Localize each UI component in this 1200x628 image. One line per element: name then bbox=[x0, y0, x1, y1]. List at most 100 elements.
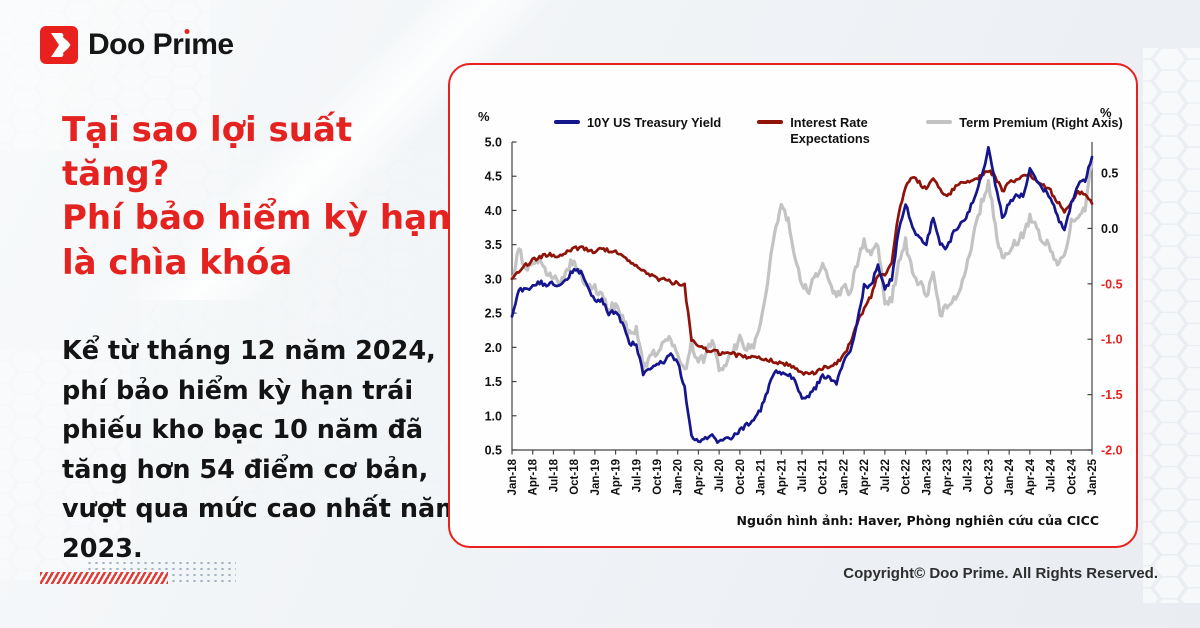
hexagon-shape bbox=[143, 77, 174, 99]
hexagon-shape bbox=[1154, 335, 1185, 356]
right-tick-label: -0.5 bbox=[1101, 277, 1123, 291]
hexagon-shape bbox=[1154, 180, 1185, 202]
hexagon-shape bbox=[1180, 258, 1200, 279]
x-tick-label: Jan-18 bbox=[507, 458, 519, 495]
hexagon-shape bbox=[11, 350, 42, 372]
hexagon-shape bbox=[1180, 500, 1200, 521]
hexagon-shape bbox=[64, 0, 94, 22]
hexagon-shape bbox=[388, 293, 419, 315]
hexagon-shape bbox=[0, 350, 15, 361]
hexagon-shape bbox=[1180, 324, 1200, 345]
legend-label: 10Y US Treasury Yield bbox=[587, 115, 722, 130]
hexagon-shape bbox=[151, 305, 182, 326]
legend-swatch-rate-expectations bbox=[757, 120, 784, 124]
hexagon-shape bbox=[1154, 423, 1185, 444]
hexagon-shape bbox=[1159, 599, 1180, 603]
treasury-yield-chart: 5.0 4.5 4.0 3.5 3.0 2.5 2.0 1.5 1.0 0.5 0.5 0.0 -0.5… bbox=[485, 136, 1123, 496]
hexagon-shape bbox=[11, 110, 42, 132]
hexagon-shape bbox=[1180, 522, 1200, 543]
x-tick-label: Oct-19 bbox=[652, 459, 664, 495]
hexagon-shape bbox=[11, 416, 42, 438]
x-tick-label: Oct-21 bbox=[818, 458, 830, 494]
x-tick-label: Jan-23 bbox=[921, 459, 933, 495]
hexagon-shape bbox=[0, 361, 15, 383]
hexagon-shape bbox=[256, 305, 287, 326]
legend-label: Term Premium (Right Axis) bbox=[959, 115, 1123, 130]
hexagon-shape bbox=[37, 77, 68, 99]
left-tick-label: 2.0 bbox=[485, 341, 502, 355]
x-tick-label: Apr-23 bbox=[942, 459, 954, 495]
legend-label: Interest Rate Expectations bbox=[790, 115, 870, 146]
hexagon-shape bbox=[177, 293, 208, 315]
series-line-1 bbox=[510, 169, 1094, 376]
hexagon-shape bbox=[1154, 291, 1185, 312]
left-tick-label: 3.5 bbox=[485, 238, 502, 252]
hexagon-shape bbox=[1143, 368, 1158, 389]
headline-line-2: Phí bảo hiểm kỳ hạn là chìa khóa bbox=[62, 198, 452, 283]
headline: Tại sao lợi suất tăng? Phí bảo hiểm kỳ h… bbox=[62, 108, 462, 285]
hexagon-shape bbox=[1143, 59, 1158, 81]
hexagon-shape bbox=[1180, 125, 1200, 147]
hexagon-shape bbox=[11, 505, 42, 526]
hexagon-shape bbox=[1143, 125, 1158, 147]
x-tick-label: Jul-22 bbox=[880, 459, 892, 492]
hexagon-shape bbox=[1180, 412, 1200, 433]
hexagon-shape bbox=[1180, 236, 1200, 257]
hexagon-shape bbox=[1143, 588, 1158, 603]
hexagon-shape bbox=[1154, 48, 1185, 70]
x-tick-label: Apr-22 bbox=[859, 459, 871, 495]
hexagon-shape bbox=[1143, 103, 1158, 125]
hexagon-shape bbox=[1180, 390, 1200, 411]
hexagon-shape bbox=[1154, 158, 1185, 180]
hexagon-shape bbox=[1143, 478, 1158, 499]
hexagon-shape bbox=[169, 66, 200, 88]
hexagon-shape bbox=[1154, 357, 1185, 378]
hexagon-shape bbox=[1154, 445, 1185, 466]
hexagon-shape bbox=[1154, 203, 1185, 224]
x-tick-label: Apr-24 bbox=[1025, 458, 1037, 495]
right-axis-unit: % bbox=[1100, 105, 1112, 120]
hexagon-shape bbox=[195, 77, 210, 99]
right-tick-label: -1.0 bbox=[1101, 333, 1123, 347]
hexagon-shape bbox=[204, 305, 234, 326]
hexagon-shape bbox=[1143, 390, 1158, 411]
hexagon-shape bbox=[1154, 70, 1185, 92]
body-text: Kể từ tháng 12 năm 2024, phí bảo hiểm kỳ… bbox=[62, 336, 462, 564]
hexagon-shape bbox=[1154, 533, 1185, 554]
hexagon-shape bbox=[1154, 114, 1185, 136]
left-tick-label: 1.0 bbox=[485, 409, 502, 423]
hexagon-shape bbox=[1154, 136, 1185, 158]
hexagon-shape bbox=[1143, 214, 1158, 235]
left-tick-label: 4.5 bbox=[485, 170, 502, 184]
hexagon-shape bbox=[1143, 522, 1158, 543]
hexagon-shape bbox=[1143, 191, 1158, 213]
hexagon-shape bbox=[1143, 456, 1158, 477]
hexagon-shape bbox=[1180, 302, 1200, 323]
hexagon-shape bbox=[90, 77, 121, 99]
copyright-text: Copyright© Doo Prime. All Rights Reserve… bbox=[843, 565, 1158, 582]
hexagon-shape bbox=[0, 405, 15, 427]
hexagon-shape bbox=[1143, 280, 1158, 301]
hexagon-shape bbox=[1180, 434, 1200, 455]
hexagon-shape bbox=[0, 471, 15, 493]
series-line-2 bbox=[510, 160, 1094, 373]
hexagon-shape bbox=[335, 293, 366, 315]
hexagon-shape bbox=[0, 427, 15, 449]
hexagon-shape bbox=[37, 0, 68, 11]
hexagon-shape bbox=[0, 55, 15, 77]
x-tick-label: Jul-18 bbox=[548, 458, 560, 492]
hexagon-shape bbox=[11, 372, 42, 394]
hexagon-shape bbox=[1143, 412, 1158, 433]
hexagon-shape bbox=[116, 66, 147, 88]
hexagon-shape bbox=[0, 538, 15, 559]
hexagon-shape bbox=[1143, 81, 1158, 103]
hexagon-shape bbox=[0, 77, 15, 99]
hexagon-shape bbox=[0, 143, 12, 150]
x-tick-label: Apr-18 bbox=[528, 458, 540, 495]
x-tick-label: Jan-25 bbox=[1087, 458, 1099, 495]
right-tick-label: -2.0 bbox=[1101, 444, 1123, 458]
hexagon-shape bbox=[1143, 48, 1158, 59]
hexagon-shape bbox=[1154, 269, 1185, 290]
hexagon-shape bbox=[0, 449, 15, 471]
